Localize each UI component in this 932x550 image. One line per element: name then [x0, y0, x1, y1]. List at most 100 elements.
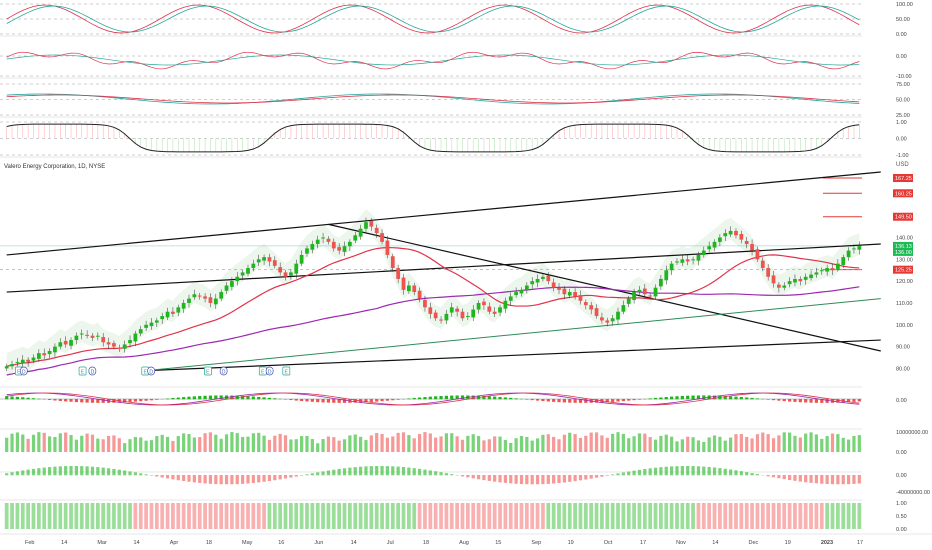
- trend-bar: [160, 503, 165, 529]
- event-marker[interactable]: [19, 366, 28, 376]
- macd-histogram-bar: [380, 399, 384, 402]
- volume-bar: [396, 432, 400, 452]
- event-marker-label: E: [143, 370, 147, 376]
- trend-bar: [460, 503, 465, 529]
- macd-histogram-bar: [798, 399, 802, 403]
- macd-histogram-bar: [423, 397, 427, 400]
- time-axis-label: 19: [785, 540, 791, 546]
- volume-bar: [106, 435, 111, 452]
- event-marker[interactable]: [265, 366, 274, 376]
- time-axis-label: Jun: [314, 540, 323, 546]
- volume-bar: [771, 438, 776, 452]
- flow-histogram-bar: [820, 475, 824, 484]
- volume-bar: [471, 434, 475, 452]
- flow-histogram-bar: [514, 475, 518, 484]
- rsi-axis-label: 25.00: [896, 113, 910, 119]
- candle-body: [417, 290, 422, 299]
- volume-bar: [182, 433, 186, 452]
- candle-body: [793, 278, 797, 283]
- event-marker[interactable]: [147, 366, 155, 376]
- trend-bar: [224, 503, 229, 529]
- trend-bar: [374, 503, 379, 529]
- volume-bar: [15, 432, 20, 452]
- trend-bar: [616, 503, 620, 529]
- flow-histogram-bar: [300, 475, 304, 476]
- volume-bar: [241, 436, 245, 452]
- trend-bar: [417, 503, 422, 529]
- event-marker[interactable]: [282, 366, 291, 376]
- volume-bar: [69, 434, 73, 452]
- candle-body: [246, 268, 250, 274]
- time-axis-label: 17: [640, 540, 646, 546]
- event-marker[interactable]: [88, 366, 97, 376]
- flow-histogram-bar: [723, 468, 727, 476]
- volume-bar: [214, 434, 218, 452]
- trend-bar: [685, 503, 690, 529]
- candle-body: [117, 347, 122, 349]
- candle-body: [423, 299, 427, 308]
- event-marker[interactable]: [219, 366, 228, 376]
- flow-histogram-bar: [187, 475, 191, 482]
- trend-bar: [53, 503, 57, 529]
- event-marker[interactable]: [78, 366, 87, 376]
- trend-bar: [197, 503, 202, 529]
- price-tag-red: [893, 174, 913, 183]
- macd-histogram-bar: [47, 399, 52, 401]
- time-axis[interactable]: Feb 14 Mar 14 Apr 18 May 16 Jun 14 Jul 18 Aug 15 Sep 19…: [0, 533, 932, 546]
- macd-histogram-bar: [133, 399, 137, 402]
- flow-histogram-bar: [283, 475, 288, 479]
- volume-bar: [611, 433, 615, 452]
- macd-histogram-bar: [375, 399, 379, 402]
- candle-body: [165, 311, 170, 318]
- flow-histogram-bar: [653, 467, 658, 476]
- volume-bar: [224, 434, 229, 452]
- volume-bar: [487, 439, 491, 452]
- candle-body: [728, 230, 733, 235]
- trend-bar: [26, 503, 31, 529]
- candle-body: [610, 318, 615, 322]
- flow-histogram-bar: [176, 475, 180, 481]
- time-axis-label: 19: [568, 540, 574, 546]
- trend-bar: [734, 503, 738, 529]
- trend-bar: [610, 503, 615, 529]
- flow-histogram-bar: [321, 471, 325, 476]
- obv-axis-label: 0.00: [896, 473, 907, 479]
- volume-bar: [267, 439, 272, 452]
- volume-bar: [230, 432, 234, 452]
- flow-histogram-bar: [26, 469, 30, 476]
- trend-bar: [406, 503, 411, 529]
- candle-body: [680, 259, 685, 263]
- candle-body: [508, 296, 513, 301]
- trend-axis-label: 0.00: [896, 527, 907, 533]
- volume-bar: [670, 436, 674, 452]
- event-marker-label: E: [261, 370, 265, 376]
- time-axis-label: Nov: [676, 540, 686, 546]
- macd-histogram-bar: [578, 399, 583, 403]
- macd-histogram-bar: [192, 396, 196, 400]
- trend-bar: [487, 503, 492, 529]
- candle-body: [219, 292, 224, 299]
- trend-bar: [358, 503, 363, 529]
- trend-bar: [492, 503, 497, 529]
- event-marker[interactable]: [204, 366, 212, 376]
- macd-histogram-bar: [675, 396, 679, 400]
- volume-bar: [47, 436, 52, 452]
- event-marker-label: D: [91, 370, 95, 376]
- macd-histogram-bar: [283, 399, 288, 400]
- flow-histogram-bar: [439, 472, 443, 476]
- trend-bar: [380, 503, 384, 529]
- trend-bar: [203, 503, 207, 529]
- candle-body: [283, 272, 288, 277]
- trend-bar: [787, 503, 792, 529]
- macd-histogram-bar: [37, 398, 41, 400]
- trend-bar: [133, 503, 138, 529]
- macd-histogram-bar: [396, 399, 400, 400]
- macd-histogram-bar: [771, 399, 776, 401]
- price-axis-label: 100.00: [896, 323, 913, 329]
- flow-histogram-bar: [123, 470, 127, 476]
- candle-body: [530, 281, 535, 285]
- time-axis-label: 14: [61, 540, 67, 546]
- flow-histogram-bar: [112, 468, 116, 476]
- volume-bar: [10, 433, 14, 452]
- macd-histogram-bar: [503, 397, 508, 400]
